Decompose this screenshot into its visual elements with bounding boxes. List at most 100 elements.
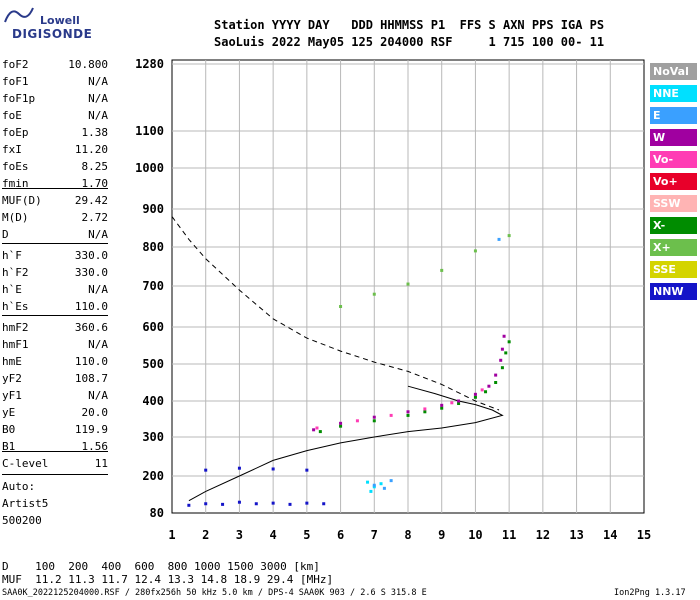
data-point-x	[406, 282, 410, 286]
logo-digisonde: DIGISONDE	[12, 27, 93, 41]
param-value: N/A	[88, 109, 108, 122]
legend-item-nnw: NNW	[650, 283, 697, 300]
data-point-w	[372, 415, 376, 419]
param-name: B1	[2, 440, 16, 453]
param-row: hmF2 360.6	[2, 321, 108, 335]
param-name: B0	[2, 423, 16, 436]
x-tick-label: 3	[236, 528, 243, 542]
param-name: h`F2	[2, 266, 29, 279]
param-value: 360.6	[74, 321, 108, 334]
data-point-vo	[480, 388, 484, 392]
data-point-w	[494, 373, 498, 377]
param-name: yF1	[2, 389, 22, 402]
param-name: fmin	[2, 177, 29, 190]
data-point-nnw	[204, 502, 208, 506]
y-tick-label: 1000	[135, 161, 164, 175]
param-name: M(D)	[2, 211, 29, 224]
param-name: foF2	[2, 58, 29, 71]
legend-item-ssw: SSW	[650, 195, 697, 212]
data-point-w	[500, 347, 504, 351]
param-row: M(D) 2.72	[2, 211, 108, 225]
y-tick-label: 800	[142, 240, 164, 254]
param-value: 29.42	[74, 194, 108, 207]
x-tick-label: 7	[371, 528, 378, 542]
data-point-w	[487, 384, 491, 388]
param-value: 119.9	[74, 423, 108, 436]
x-tick-label: 15	[637, 528, 651, 542]
y-tick-label: 300	[142, 430, 164, 444]
data-point-x	[507, 340, 511, 344]
param-name: h`E	[2, 283, 22, 296]
solid-profile-line	[188, 385, 504, 502]
footer-version: Ion2Png 1.3.17	[614, 588, 686, 598]
param-row: foEp 1.38	[2, 126, 108, 140]
data-point-nne	[366, 480, 370, 484]
param-row: C-level 11	[2, 457, 108, 471]
param-separator	[2, 474, 108, 475]
param-name: yE	[2, 406, 16, 419]
header-line-2: SaoLuis 2022 May05 125 204000 RSF 1 715 …	[214, 35, 605, 49]
param-row: h`F2 330.0	[2, 266, 108, 280]
param-value: N/A	[88, 283, 108, 296]
param-value: N/A	[88, 75, 108, 88]
param-value: N/A	[88, 92, 108, 105]
param-name: hmE	[2, 355, 22, 368]
footer-muf-row: MUF 11.2 11.3 11.7 12.4 13.3 14.8 18.9 2…	[2, 573, 334, 586]
legend-item-vo: Vo+	[650, 173, 697, 190]
data-point-w	[440, 403, 444, 407]
data-point-x	[473, 395, 477, 399]
digisonde-logo-icon	[4, 7, 34, 23]
param-value: 110.0	[74, 300, 108, 313]
param-value: 10.800	[68, 58, 108, 71]
data-point-w	[312, 428, 316, 432]
y-tick-label: 80	[150, 506, 164, 520]
param-value: 1.38	[81, 126, 109, 139]
data-point-x	[406, 413, 410, 417]
data-point-e	[389, 479, 393, 483]
data-point-w	[457, 399, 461, 403]
param-separator	[2, 451, 108, 452]
param-row: hmF1 N/A	[2, 338, 108, 352]
data-point-vo	[450, 401, 454, 405]
x-tick-label: 12	[536, 528, 550, 542]
data-point-nnw	[187, 503, 191, 507]
data-point-e	[497, 237, 501, 241]
data-point-nnw	[237, 500, 241, 504]
x-tick-label: 14	[603, 528, 617, 542]
data-point-x	[457, 402, 461, 406]
data-point-nne	[369, 489, 373, 493]
autoscale-label: Auto:	[2, 480, 36, 493]
y-tick-label: 400	[142, 394, 164, 408]
param-value: N/A	[88, 389, 108, 402]
param-value: 330.0	[74, 266, 108, 279]
param-value: 108.7	[74, 372, 108, 385]
param-value: N/A	[88, 228, 108, 241]
data-point-nnw	[237, 466, 241, 470]
data-point-x	[318, 430, 322, 434]
param-value: 8.25	[81, 160, 109, 173]
legend-item-vo: Vo-	[650, 151, 697, 168]
y-tick-label: 1280	[135, 57, 164, 71]
x-tick-label: 9	[438, 528, 445, 542]
param-name: foEs	[2, 160, 29, 173]
x-tick-label: 6	[337, 528, 344, 542]
legend-item-noval: NoVal	[650, 63, 697, 80]
param-value: 110.0	[74, 355, 108, 368]
param-row: hmE 110.0	[2, 355, 108, 369]
y-tick-label: 500	[142, 357, 164, 371]
param-value: 20.0	[81, 406, 109, 419]
data-point-nnw	[271, 467, 275, 471]
data-point-x	[507, 234, 511, 238]
data-point-x	[339, 424, 343, 428]
param-name: D	[2, 228, 9, 241]
x-tick-label: 8	[404, 528, 411, 542]
param-row: foF2 10.800	[2, 58, 108, 72]
data-point-vo	[315, 426, 319, 430]
param-separator	[2, 315, 108, 316]
x-tick-label: 13	[569, 528, 583, 542]
data-point-x	[473, 249, 477, 253]
footer-file-info: SAA0K_2022125204000.RSF / 280fx256h 50 k…	[2, 588, 427, 598]
param-name: h`F	[2, 249, 22, 262]
param-name: hmF2	[2, 321, 29, 334]
param-name: fxI	[2, 143, 22, 156]
